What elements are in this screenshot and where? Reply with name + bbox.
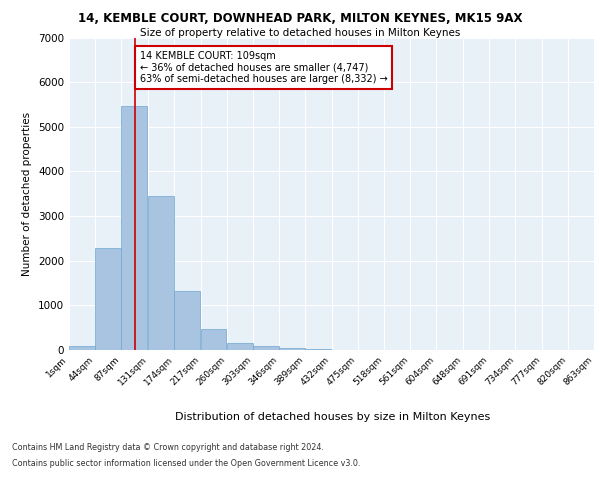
- Text: Distribution of detached houses by size in Milton Keynes: Distribution of detached houses by size …: [175, 412, 491, 422]
- Bar: [305, 348, 331, 350]
- Text: Contains public sector information licensed under the Open Government Licence v3: Contains public sector information licen…: [12, 458, 361, 468]
- Bar: [175, 291, 200, 350]
- Text: Contains HM Land Registry data © Crown copyright and database right 2024.: Contains HM Land Registry data © Crown c…: [12, 444, 324, 452]
- Bar: [148, 196, 174, 350]
- Bar: [279, 348, 305, 350]
- Bar: [200, 329, 226, 350]
- Bar: [227, 342, 253, 350]
- Bar: [69, 346, 95, 350]
- Bar: [253, 346, 279, 350]
- Text: 14, KEMBLE COURT, DOWNHEAD PARK, MILTON KEYNES, MK15 9AX: 14, KEMBLE COURT, DOWNHEAD PARK, MILTON …: [78, 12, 522, 26]
- Text: Size of property relative to detached houses in Milton Keynes: Size of property relative to detached ho…: [140, 28, 460, 38]
- Y-axis label: Number of detached properties: Number of detached properties: [22, 112, 32, 276]
- Text: 14 KEMBLE COURT: 109sqm
← 36% of detached houses are smaller (4,747)
63% of semi: 14 KEMBLE COURT: 109sqm ← 36% of detache…: [140, 51, 388, 84]
- Bar: [95, 248, 121, 350]
- Bar: [121, 106, 147, 350]
